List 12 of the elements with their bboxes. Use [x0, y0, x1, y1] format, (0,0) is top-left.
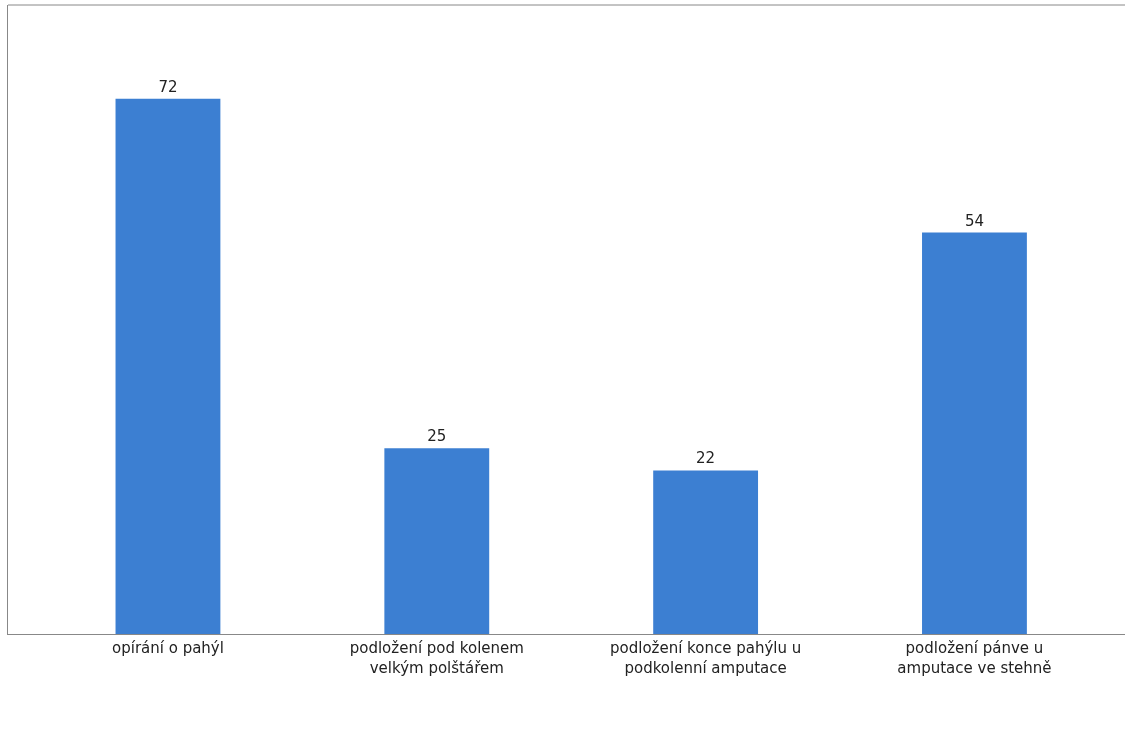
bar — [115, 98, 221, 634]
x-tick-label: podložení konce pahýlu u podkolenní amputace — [609, 639, 802, 677]
data-label: 25 — [427, 427, 447, 446]
x-tick-label: podložení pánve u amputace ve stehně — [897, 639, 1052, 677]
data-label: 54 — [964, 211, 984, 230]
x-tick-label: podložení pod kolenem velkým polštářem — [349, 639, 524, 677]
bar — [384, 448, 490, 634]
bar — [922, 232, 1027, 634]
data-label: 72 — [158, 77, 178, 96]
data-label: 22 — [696, 449, 716, 468]
bar — [653, 470, 759, 634]
x-tick-label: opírání o pahýl — [112, 639, 224, 657]
